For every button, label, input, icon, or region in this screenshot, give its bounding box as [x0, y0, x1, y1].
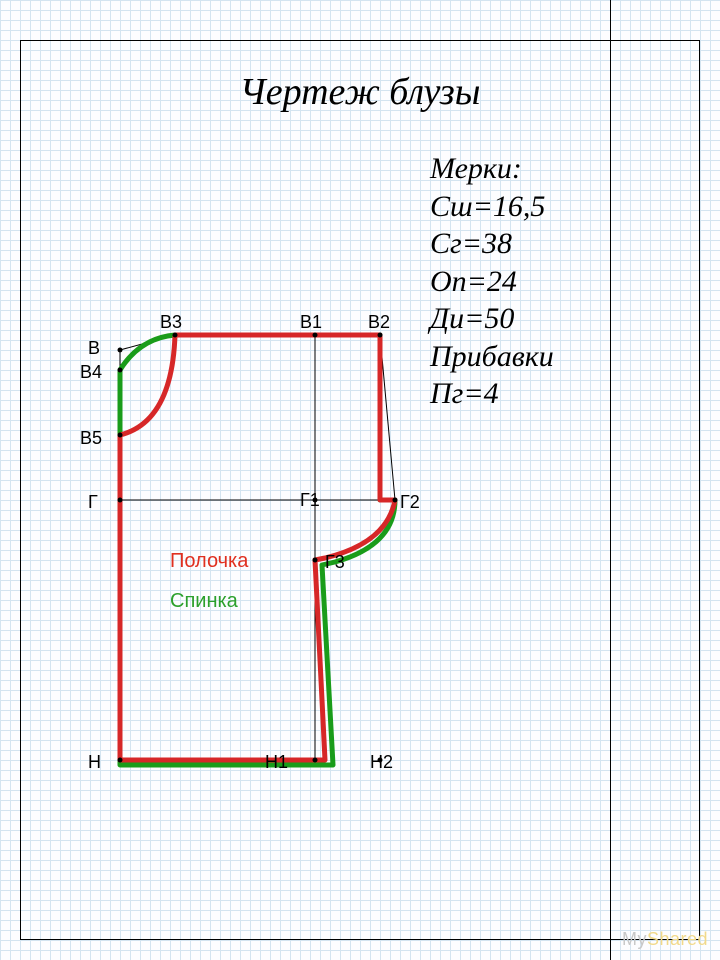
front-piece-outline: [120, 335, 395, 760]
construction-point: [393, 498, 398, 503]
point-label-G2: Г2: [400, 492, 420, 513]
point-label-H: Н: [88, 752, 101, 773]
construction-point: [118, 368, 123, 373]
construction-point: [173, 333, 178, 338]
construction-point: [118, 433, 123, 438]
construction-point: [313, 758, 318, 763]
back-piece-label: Спинка: [170, 590, 238, 613]
watermark-my: My: [622, 929, 647, 949]
point-label-B5: В5: [80, 428, 102, 449]
construction-point: [313, 558, 318, 563]
watermark: MyShared: [622, 929, 708, 950]
construction-point: [118, 758, 123, 763]
point-label-H2: Н2: [370, 752, 393, 773]
point-label-B1: В1: [300, 312, 322, 333]
pattern-diagram: [0, 0, 720, 960]
construction-point: [118, 348, 123, 353]
point-label-H1: Н1: [265, 752, 288, 773]
point-label-B2: В2: [368, 312, 390, 333]
front-piece-label: Полочка: [170, 550, 248, 573]
point-label-B: В: [88, 338, 100, 359]
watermark-shared: Shared: [647, 929, 708, 949]
point-label-G1: Г1: [300, 490, 320, 511]
point-label-G3: Г3: [325, 552, 345, 573]
construction-point: [118, 498, 123, 503]
point-label-B4: В4: [80, 362, 102, 383]
point-label-B3: В3: [160, 312, 182, 333]
point-label-G: Г: [88, 492, 98, 513]
construction-point: [378, 333, 383, 338]
construction-point: [313, 333, 318, 338]
